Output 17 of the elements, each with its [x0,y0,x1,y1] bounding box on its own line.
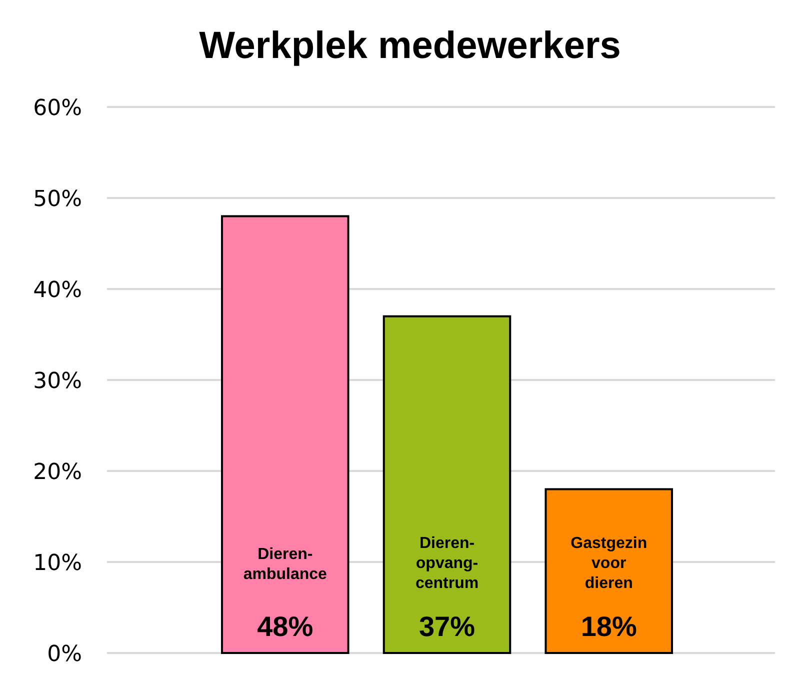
y-tick-label: 0% [47,642,82,667]
data-label: 37% [418,611,476,642]
y-tick-label: 50% [33,187,82,212]
data-label: 48% [257,611,314,642]
bar [221,215,350,654]
x-tick-label: Dieren-ambulance [243,546,328,583]
data-label: 18% [580,611,637,642]
y-tick-label: 60% [33,96,82,121]
chart-title: Werkplek medewerkers [199,25,621,67]
y-tick-label: 40% [33,278,82,303]
x-tick-label: Gastgezin voor dieren [570,535,648,592]
y-tick-label: 20% [33,460,82,485]
y-tick-label: 30% [33,369,82,394]
bar [544,488,673,654]
y-tick-label: 10% [33,551,82,576]
x-tick-label: Dieren-opvang-centrum [415,535,479,592]
bar [382,315,512,654]
